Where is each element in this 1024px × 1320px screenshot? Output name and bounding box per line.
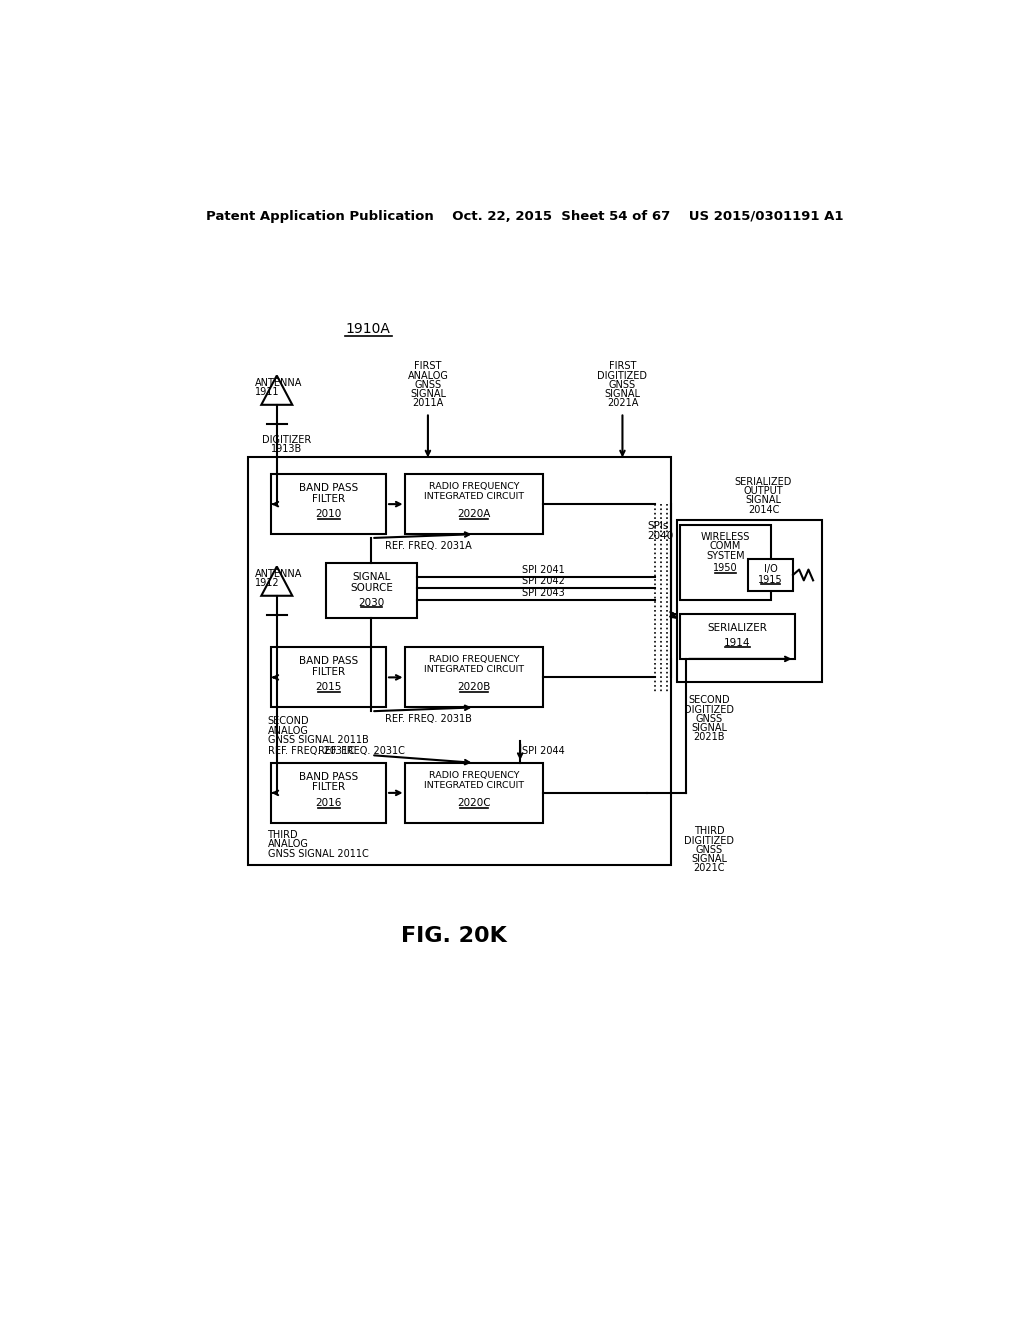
Text: 2021A: 2021A bbox=[607, 399, 638, 408]
Text: SPI 2042: SPI 2042 bbox=[522, 576, 565, 586]
Bar bbox=[271, 763, 386, 822]
Text: FIRST: FIRST bbox=[415, 362, 441, 371]
Bar bbox=[326, 562, 417, 618]
Text: SPIs: SPIs bbox=[647, 520, 669, 531]
Text: SYSTEM: SYSTEM bbox=[707, 550, 744, 561]
Text: SERIALIZER: SERIALIZER bbox=[708, 623, 767, 634]
Text: ANALOG: ANALOG bbox=[267, 840, 308, 850]
Text: RADIO FREQUENCY: RADIO FREQUENCY bbox=[429, 771, 519, 780]
Text: GNSS: GNSS bbox=[695, 845, 723, 855]
Text: FIRST: FIRST bbox=[608, 362, 636, 371]
Text: 2010: 2010 bbox=[315, 510, 342, 519]
Text: FILTER: FILTER bbox=[312, 494, 345, 504]
Text: REF. FREQ. 2031B: REF. FREQ. 2031B bbox=[385, 714, 472, 723]
Text: REF. FREQ. 2031A: REF. FREQ. 2031A bbox=[385, 541, 472, 550]
Text: Patent Application Publication    Oct. 22, 2015  Sheet 54 of 67    US 2015/03011: Patent Application Publication Oct. 22, … bbox=[206, 210, 844, 223]
Text: 1915: 1915 bbox=[758, 574, 782, 585]
Text: 2014C: 2014C bbox=[748, 504, 779, 515]
Text: 2020B: 2020B bbox=[458, 682, 492, 693]
Text: DIGITIZED: DIGITIZED bbox=[684, 836, 734, 846]
Bar bbox=[406, 647, 544, 708]
Text: SIGNAL: SIGNAL bbox=[410, 389, 445, 399]
Text: GNSS SIGNAL 2011C: GNSS SIGNAL 2011C bbox=[267, 849, 369, 859]
Text: REF. FREQ. 2031C: REF. FREQ. 2031C bbox=[267, 746, 354, 755]
Bar bbox=[680, 525, 771, 601]
Text: DIGITIZER: DIGITIZER bbox=[262, 436, 311, 445]
Text: RADIO FREQUENCY: RADIO FREQUENCY bbox=[429, 482, 519, 491]
Text: 2011A: 2011A bbox=[413, 399, 443, 408]
Text: THIRD: THIRD bbox=[694, 826, 725, 837]
Text: 1911: 1911 bbox=[255, 388, 280, 397]
Text: INTEGRATED CIRCUIT: INTEGRATED CIRCUIT bbox=[424, 492, 524, 500]
Text: 1950: 1950 bbox=[713, 564, 738, 573]
Text: 2020C: 2020C bbox=[458, 797, 492, 808]
Text: SOURCE: SOURCE bbox=[350, 583, 393, 593]
Text: SIGNAL: SIGNAL bbox=[691, 854, 727, 865]
Bar bbox=[406, 763, 544, 822]
Text: GNSS SIGNAL 2011B: GNSS SIGNAL 2011B bbox=[267, 735, 369, 744]
Bar bbox=[677, 520, 822, 682]
Text: DIGITIZED: DIGITIZED bbox=[597, 371, 647, 380]
Text: THIRD: THIRD bbox=[267, 830, 298, 841]
Text: WIRELESS: WIRELESS bbox=[700, 532, 751, 543]
Text: 2015: 2015 bbox=[315, 682, 342, 693]
Text: BAND PASS: BAND PASS bbox=[299, 772, 358, 781]
Text: SIGNAL: SIGNAL bbox=[604, 389, 640, 399]
Text: REF. FREQ. 2031C: REF. FREQ. 2031C bbox=[317, 746, 404, 756]
Text: SPI 2041: SPI 2041 bbox=[522, 565, 565, 574]
Text: SPI 2043: SPI 2043 bbox=[522, 587, 565, 598]
Text: SIGNAL: SIGNAL bbox=[745, 495, 781, 506]
Text: 2040: 2040 bbox=[647, 531, 674, 541]
Text: FIG. 20K: FIG. 20K bbox=[400, 927, 507, 946]
Text: 1912: 1912 bbox=[255, 578, 280, 589]
Text: FILTER: FILTER bbox=[312, 783, 345, 792]
Text: 2016: 2016 bbox=[315, 797, 342, 808]
Text: COMM: COMM bbox=[710, 541, 741, 552]
Text: INTEGRATED CIRCUIT: INTEGRATED CIRCUIT bbox=[424, 780, 524, 789]
Text: SERIALIZED: SERIALIZED bbox=[735, 477, 793, 487]
Bar bbox=[748, 558, 793, 591]
Text: DIGITIZED: DIGITIZED bbox=[684, 705, 734, 714]
Text: ANALOG: ANALOG bbox=[267, 726, 308, 735]
Text: ANTENNA: ANTENNA bbox=[255, 379, 302, 388]
Text: ANALOG: ANALOG bbox=[408, 371, 449, 380]
Text: 2021B: 2021B bbox=[693, 733, 725, 742]
Text: GNSS: GNSS bbox=[609, 380, 636, 389]
Bar bbox=[271, 647, 386, 708]
Text: SIGNAL: SIGNAL bbox=[352, 572, 390, 582]
Bar bbox=[248, 457, 671, 866]
Text: 2020A: 2020A bbox=[458, 510, 492, 519]
Text: FILTER: FILTER bbox=[312, 667, 345, 677]
Text: SECOND: SECOND bbox=[267, 717, 309, 726]
Text: 1913B: 1913B bbox=[271, 445, 302, 454]
Bar bbox=[406, 474, 544, 535]
Text: ANTENNA: ANTENNA bbox=[255, 569, 302, 579]
Text: INTEGRATED CIRCUIT: INTEGRATED CIRCUIT bbox=[424, 665, 524, 675]
Text: 2021C: 2021C bbox=[693, 863, 725, 874]
Text: BAND PASS: BAND PASS bbox=[299, 656, 358, 667]
Text: OUTPUT: OUTPUT bbox=[743, 486, 783, 496]
Text: RADIO FREQUENCY: RADIO FREQUENCY bbox=[429, 655, 519, 664]
Bar bbox=[680, 614, 795, 659]
Text: SIGNAL: SIGNAL bbox=[691, 723, 727, 733]
Text: BAND PASS: BAND PASS bbox=[299, 483, 358, 492]
Text: 2030: 2030 bbox=[358, 598, 384, 607]
Text: I/O: I/O bbox=[764, 564, 777, 574]
Text: GNSS: GNSS bbox=[695, 714, 723, 723]
Bar bbox=[271, 474, 386, 535]
Text: 1914: 1914 bbox=[724, 638, 751, 648]
Text: 1910A: 1910A bbox=[346, 322, 391, 337]
Text: SPI 2044: SPI 2044 bbox=[522, 746, 565, 755]
Text: GNSS: GNSS bbox=[415, 380, 441, 389]
Text: SECOND: SECOND bbox=[688, 696, 730, 705]
